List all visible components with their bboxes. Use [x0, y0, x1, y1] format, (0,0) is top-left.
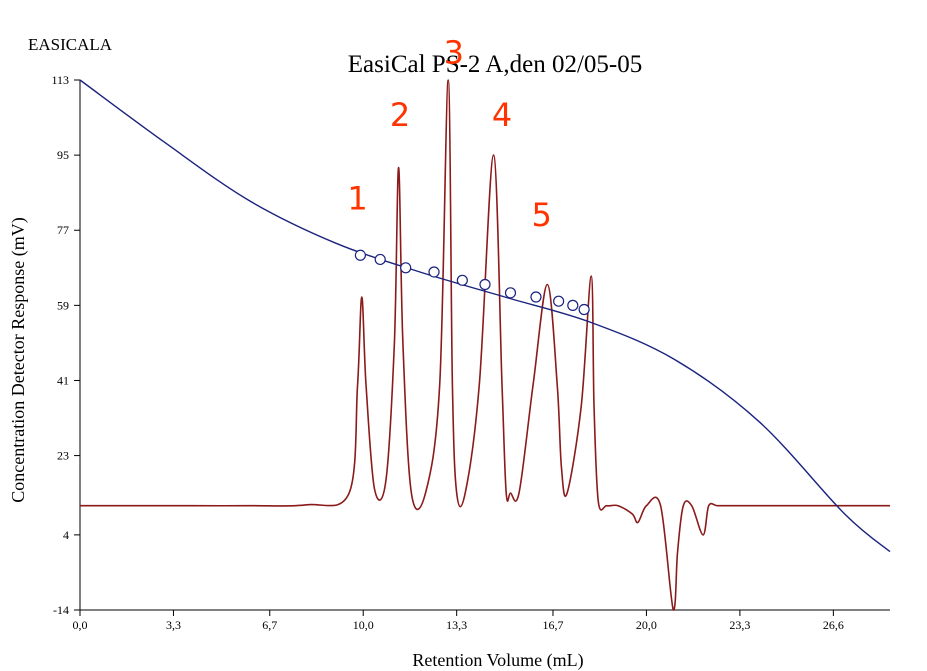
- peak-label-3: 3: [444, 33, 464, 71]
- y-tick-label: 41: [57, 373, 69, 387]
- x-tick-label: 13,3: [446, 618, 467, 632]
- header-label: EASICALA: [28, 35, 113, 54]
- calibration-curve-line: [79, 79, 891, 553]
- calibration-point: [504, 287, 517, 299]
- peak-label-2: 2: [390, 96, 410, 134]
- y-tick-label: 113: [51, 73, 69, 87]
- x-axis-label: Retention Volume (mL): [412, 650, 583, 671]
- x-tick-label: 23,3: [729, 618, 750, 632]
- peak-label-1: 1: [347, 179, 367, 217]
- x-tick-label: 0,0: [73, 618, 88, 632]
- calibration-point: [578, 303, 590, 316]
- calibration-point: [553, 295, 565, 307]
- calibration-point: [530, 291, 542, 303]
- peak-label-4: 4: [492, 96, 512, 134]
- chromatogram-series-line: [80, 79, 890, 611]
- x-tick-label: 20,0: [636, 618, 657, 632]
- calibration-point: [428, 266, 440, 278]
- calibration-point: [354, 249, 366, 261]
- y-tick-label: -14: [53, 603, 69, 617]
- y-axis-label: Concentration Detector Response (mV): [8, 217, 29, 502]
- chart-title: EasiCal PS-2 A,den 02/05-05: [348, 51, 642, 78]
- y-tick-label: 95: [57, 148, 69, 162]
- y-tick-label: 4: [63, 528, 69, 542]
- y-tick-label: 77: [57, 223, 69, 237]
- calibration-point: [374, 253, 386, 266]
- calibration-point: [400, 262, 412, 274]
- plot-area: 0,0 3,3 6,7 10,0 13,3 16,7 20,0 23,3 26,6 113 95 77…: [51, 33, 891, 632]
- x-tick-label: 3,3: [166, 618, 181, 632]
- x-tick-label: 16,7: [542, 618, 563, 632]
- y-tick-label: 23: [57, 449, 69, 463]
- x-tick-label: 10,0: [353, 618, 374, 632]
- y-tick-label: 59: [57, 298, 69, 312]
- calibration-point: [567, 299, 579, 311]
- calibration-point: [456, 274, 468, 286]
- x-tick-label: 6,7: [262, 618, 277, 632]
- x-tick-label: 26,6: [823, 618, 844, 632]
- peak-label-5: 5: [531, 196, 551, 234]
- calibration-point: [479, 278, 491, 291]
